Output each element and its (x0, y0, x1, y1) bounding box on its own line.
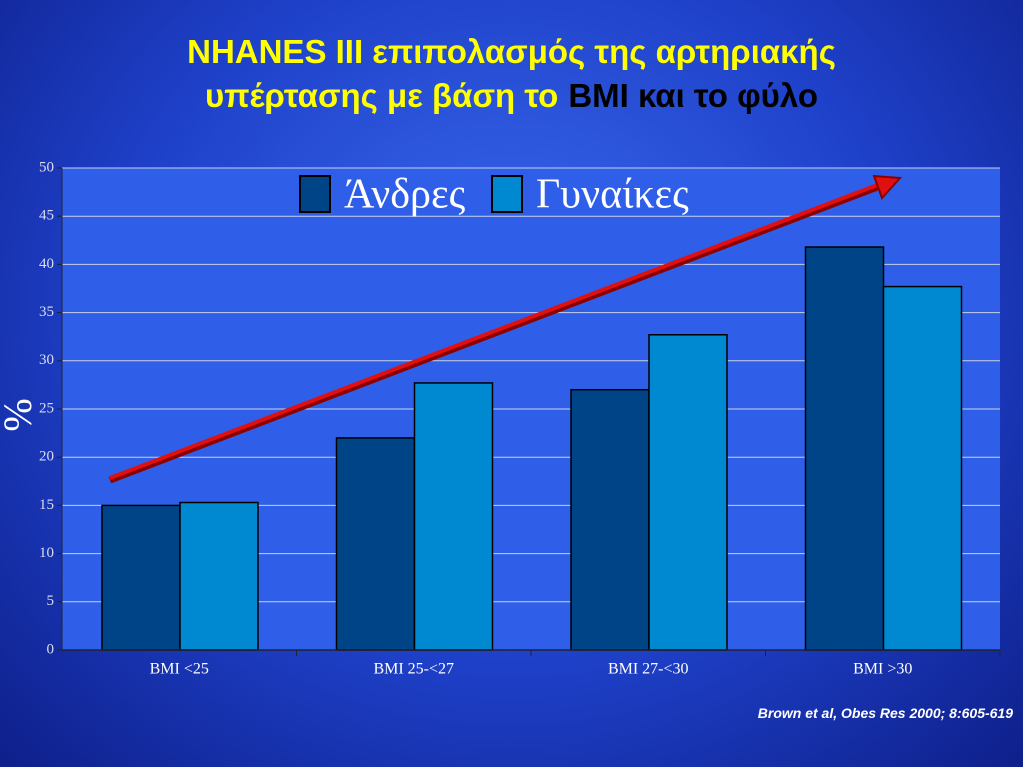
y-tick-label: 5 (47, 593, 55, 609)
bar (804, 246, 885, 651)
y-tick-label: 10 (39, 545, 54, 561)
y-tick-label: 50 (39, 159, 54, 175)
y-tick-label: 25 (39, 400, 54, 416)
x-tick-label: BMI 27-<30 (608, 661, 689, 678)
bar (413, 382, 494, 651)
y-tick-label: 20 (39, 449, 54, 465)
title: NHANES III επιπολασμός της αρτηριακής υπέ… (0, 30, 1023, 118)
y-tick-label: 30 (39, 352, 54, 368)
y-tick-label: 40 (39, 256, 54, 272)
source: Brown et al, Obes Res 2000; 8:605-619 (757, 705, 1013, 721)
bar (648, 334, 728, 651)
title-part: NHANES III επιπολασμός της αρτηριακής (187, 33, 836, 70)
y-tick-label: 15 (39, 497, 54, 513)
y-tick-label: 0 (47, 641, 55, 657)
bar (101, 504, 181, 651)
trend-arrow-shaft-hi (109, 182, 881, 480)
bar (570, 388, 650, 651)
legend-label: Άνδρες (344, 172, 466, 218)
x-tick-label: BMI 25-<27 (373, 661, 454, 678)
bar (882, 285, 963, 651)
legend-swatch (299, 175, 331, 213)
bar (179, 501, 259, 651)
x-tick-label: BMI >30 (853, 661, 912, 678)
y-tick-label: 45 (39, 208, 54, 224)
title-part: υπέρτασης με βάση το (205, 77, 559, 114)
legend-label: Γυναίκες (536, 172, 689, 218)
y-axis-label: % (0, 398, 40, 431)
y-tick-label: 35 (39, 304, 54, 320)
title-part: BMI και το φύλο (568, 77, 818, 114)
trend-arrow-head (872, 174, 903, 200)
x-tick-label: BMI <25 (150, 661, 209, 678)
legend-swatch (491, 175, 523, 213)
bar (335, 437, 416, 651)
